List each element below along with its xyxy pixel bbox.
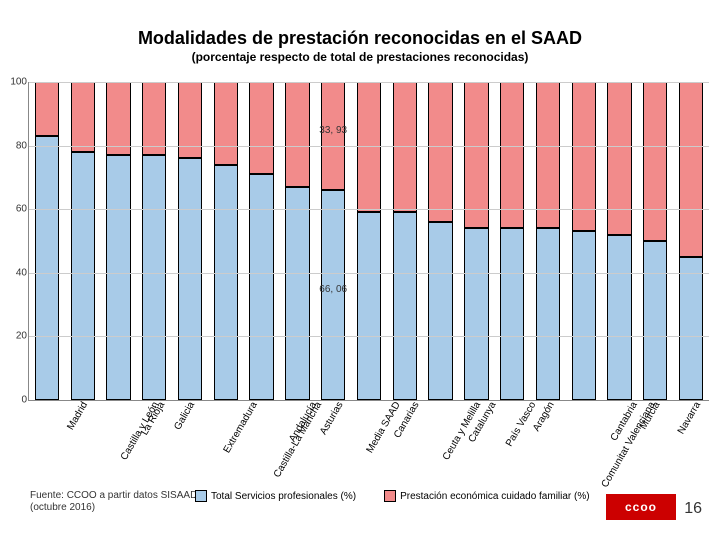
bar-2	[106, 82, 130, 400]
bar-seg-red	[142, 82, 166, 155]
gridline	[29, 336, 709, 337]
bar-seg-blue	[106, 155, 130, 400]
bar-15	[572, 82, 596, 400]
bar-seg-blue	[249, 174, 273, 400]
bar-seg-red	[321, 82, 345, 190]
bar-8: 66, 06 33, 93	[321, 82, 345, 400]
bar-seg-red	[464, 82, 488, 228]
bar-seg-blue	[679, 257, 703, 400]
bar-13	[500, 82, 524, 400]
bar-seg-red	[178, 82, 202, 158]
bar-seg-red	[393, 82, 417, 212]
bar-seg-blue	[214, 165, 238, 400]
bar-6	[249, 82, 273, 400]
bar-seg-blue	[321, 190, 345, 400]
bar-1	[71, 82, 95, 400]
legend: Total Servicios profesionales (%) Presta…	[195, 490, 590, 502]
bar-11	[428, 82, 452, 400]
bar-seg-blue	[500, 228, 524, 400]
y-tick-label: 80	[7, 140, 27, 151]
bar-4	[178, 82, 202, 400]
bar-seg-red	[106, 82, 130, 155]
bar-seg-red	[643, 82, 667, 241]
bar-seg-red	[285, 82, 309, 187]
x-label: Madrid	[65, 400, 90, 432]
bar-seg-blue	[285, 187, 309, 400]
gridline	[29, 146, 709, 147]
plot-area: 66, 0633, 93 020406080100	[28, 82, 709, 401]
bar-seg-red	[500, 82, 524, 228]
y-tick-label: 20	[7, 331, 27, 342]
x-label: Extremadura	[222, 400, 260, 455]
legend-item-series2: Prestación económica cuidado familiar (%…	[384, 490, 590, 502]
bars-container: 66, 06 33, 93	[29, 82, 709, 400]
bar-seg-blue	[572, 231, 596, 400]
bar-seg-blue	[393, 212, 417, 400]
x-label: Navarra	[676, 400, 703, 436]
y-tick-label: 40	[7, 267, 27, 278]
legend-item-series1: Total Servicios profesionales (%)	[195, 490, 356, 502]
bar-seg-red	[35, 82, 59, 136]
legend-label-series2: Prestación económica cuidado familiar (%…	[400, 491, 590, 502]
bar-seg-blue	[536, 228, 560, 400]
bar-seg-red	[71, 82, 95, 152]
bar-seg-blue	[428, 222, 452, 400]
bar-0	[35, 82, 59, 400]
bar-14	[536, 82, 560, 400]
bar-5	[214, 82, 238, 400]
bar-seg-red	[428, 82, 452, 222]
chart-title: Modalidades de prestación reconocidas en…	[0, 28, 720, 49]
bar-seg-blue	[71, 152, 95, 400]
bar-12	[464, 82, 488, 400]
bar-10	[393, 82, 417, 400]
bar-seg-red	[536, 82, 560, 228]
bar-7	[285, 82, 309, 400]
legend-label-series1: Total Servicios profesionales (%)	[211, 491, 356, 502]
y-tick-label: 0	[7, 395, 27, 406]
gridline	[29, 209, 709, 210]
bar-seg-blue	[357, 212, 381, 400]
data-label-red: 33, 93	[319, 125, 347, 136]
source-note: Fuente: CCOO a partir datos SISAAD (octu…	[30, 490, 200, 514]
chart-subtitle: (porcentaje respecto de total de prestac…	[0, 50, 720, 64]
legend-swatch-red	[384, 490, 396, 502]
ccoo-logo: ccoo	[606, 494, 676, 520]
data-label-blue: 66, 06	[319, 284, 347, 295]
legend-swatch-blue	[195, 490, 207, 502]
bar-seg-blue	[142, 155, 166, 400]
y-tick-label: 60	[7, 204, 27, 215]
bar-seg-red	[679, 82, 703, 257]
bar-3	[142, 82, 166, 400]
bar-seg-blue	[35, 136, 59, 400]
bar-seg-blue	[643, 241, 667, 400]
bar-seg-blue	[464, 228, 488, 400]
bar-18	[679, 82, 703, 400]
gridline	[29, 82, 709, 83]
bar-seg-red	[249, 82, 273, 174]
bar-17	[643, 82, 667, 400]
bar-16	[607, 82, 631, 400]
bar-seg-blue	[178, 158, 202, 400]
bar-seg-red	[607, 82, 631, 235]
bar-seg-blue	[607, 235, 631, 400]
page-number: 16	[684, 500, 702, 518]
y-tick-label: 100	[7, 77, 27, 88]
bar-seg-red	[357, 82, 381, 212]
x-label: Galicia	[173, 400, 198, 432]
bar-seg-red	[214, 82, 238, 165]
bar-9	[357, 82, 381, 400]
gridline	[29, 273, 709, 274]
